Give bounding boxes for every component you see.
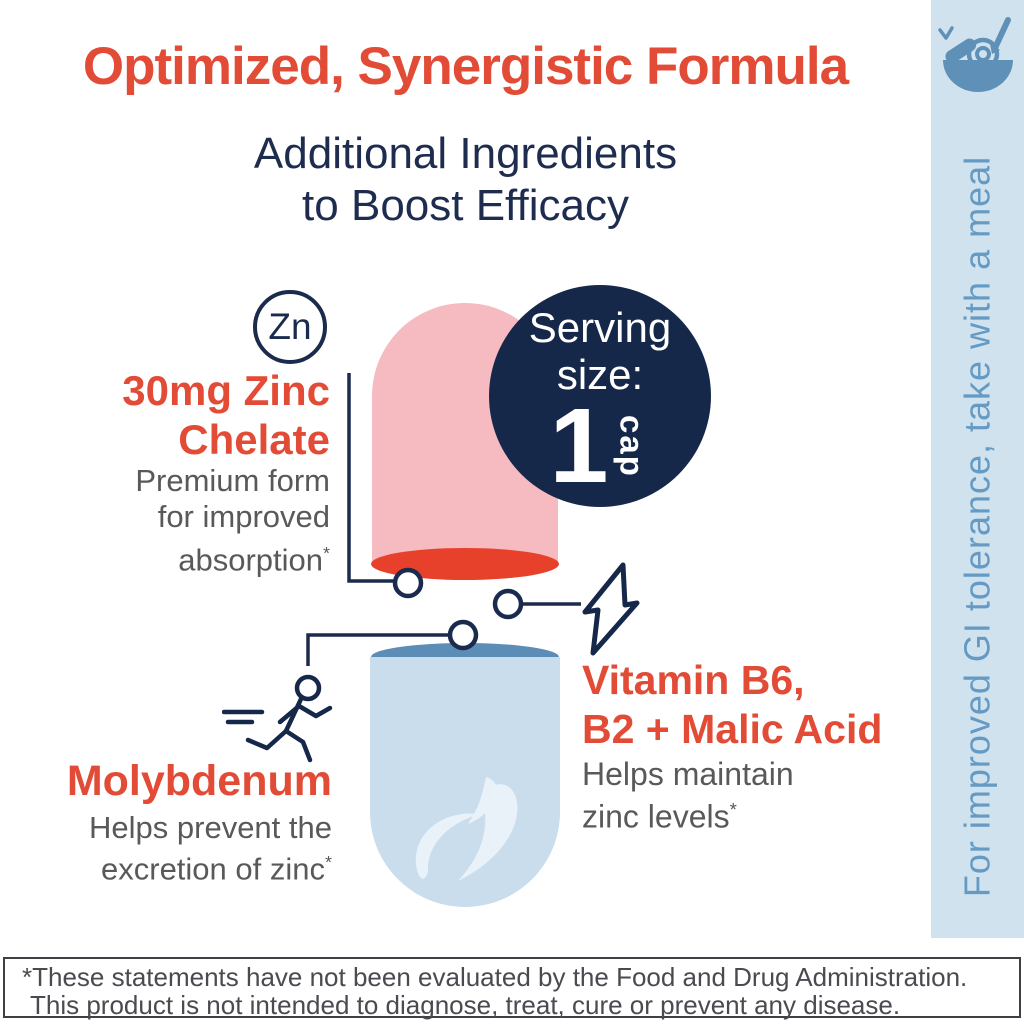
molybdenum-connector-line (306, 633, 450, 666)
page-subtitle: Additional Ingredients to Boost Efficacy (0, 128, 931, 232)
zinc-benefit: Premium form for improved absorption* (0, 463, 330, 578)
zinc-benefit-line-3: absorption* (178, 542, 330, 578)
granule-dot-3 (447, 619, 479, 651)
zn-element-icon: Zn (253, 290, 327, 364)
molybdenum-benefit-line-1: Helps prevent the (89, 810, 332, 845)
zinc-benefit-line-2: for improved (157, 499, 330, 534)
serving-quantity: 1 (549, 387, 609, 505)
serving-label-line-2: size: (556, 351, 644, 398)
vitamin-heading-line-2: B2 + Malic Acid (582, 706, 883, 752)
zinc-heading: 30mg Zinc Chelate (0, 366, 330, 464)
footnote-asterisk: * (323, 543, 330, 563)
meal-bowl-icon (936, 12, 1020, 96)
molybdenum-heading: Molybdenum (66, 757, 332, 805)
carrot-shape (945, 38, 977, 64)
running-person-icon (222, 668, 342, 773)
footnote-asterisk: * (325, 852, 332, 872)
molybdenum-benefit: Helps prevent the excretion of zinc* (0, 811, 332, 886)
carrot-leaves (938, 26, 954, 40)
zinc-heading-line-1: 30mg Zinc (122, 367, 330, 414)
serving-unit: cap (613, 414, 651, 478)
subtitle-line-1: Additional Ingredients (253, 129, 678, 178)
vitamin-benefit: Helps maintain zinc levels* (582, 756, 922, 835)
lightning-bolt-icon (578, 560, 642, 660)
fork-handle (992, 17, 1011, 51)
zinc-connector-line (347, 373, 396, 583)
capsule-bottom-half (370, 657, 560, 907)
vitamin-heading: Vitamin B6, B2 + Malic Acid (582, 656, 922, 754)
serving-size-badge: Serving size: 1 cap (489, 285, 711, 507)
zinc-benefit-line-1: Premium form (135, 463, 330, 498)
disclaimer-line-1: *These statements have not been evaluate… (22, 962, 968, 992)
page-title: Optimized, Synergistic Formula (82, 37, 849, 96)
fda-disclaimer: *These statements have not been evaluate… (3, 957, 1021, 1020)
bowl-shape (943, 60, 1013, 92)
sidebar-strip (931, 0, 1024, 938)
granule-dot-1 (392, 567, 424, 599)
brand-watermark (415, 777, 518, 881)
disclaimer-line-2: This product is not intended to diagnose… (30, 990, 901, 1020)
serving-amount: 1 cap (549, 387, 651, 505)
granule-dot-2 (492, 588, 524, 620)
vitamin-benefit-line-2: zinc levels* (582, 798, 737, 835)
fork-head (990, 44, 1000, 54)
vitamin-benefit-line-1: Helps maintain (582, 756, 794, 792)
zinc-heading-line-2: Chelate (178, 416, 330, 463)
subtitle-line-2: to Boost Efficacy (302, 181, 629, 230)
molybdenum-benefit-line-2: excretion of zinc* (101, 851, 332, 887)
zn-symbol: Zn (268, 306, 312, 347)
vitamin-heading-line-1: Vitamin B6, (582, 657, 805, 703)
serving-label-line-1: Serving (528, 304, 672, 351)
footnote-asterisk: * (729, 799, 737, 820)
